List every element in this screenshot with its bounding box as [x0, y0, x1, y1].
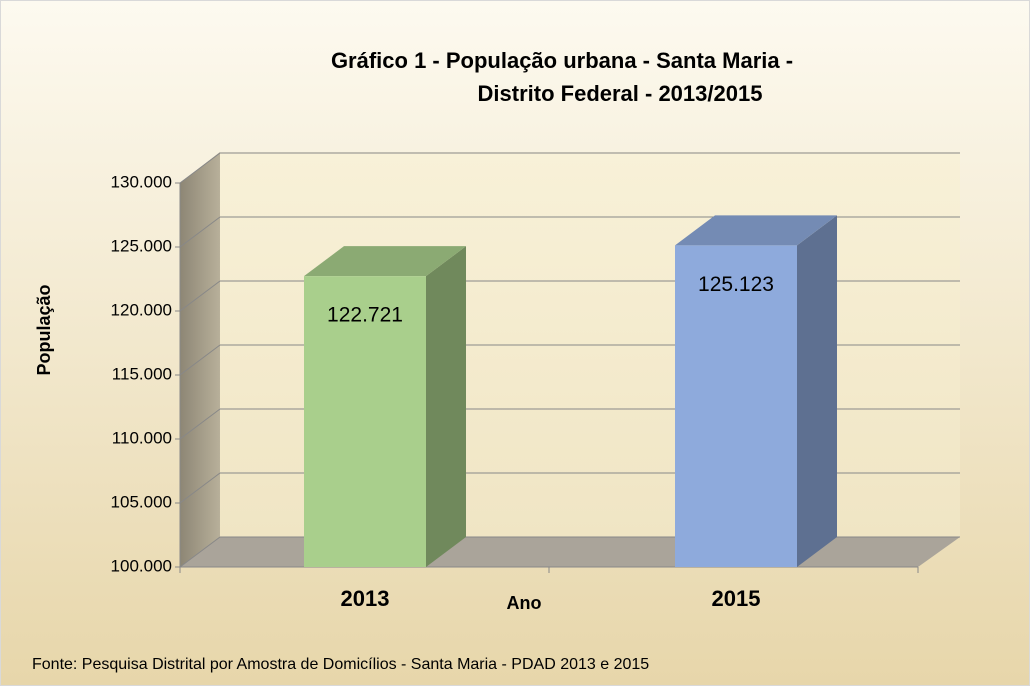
bar — [675, 245, 797, 567]
grid-line — [179, 472, 221, 504]
chart-title: Gráfico 1 - População urbana - Santa Mar… — [331, 48, 793, 73]
y-tick-label: 110.000 — [112, 428, 172, 447]
grid-line — [179, 408, 221, 440]
bar-side — [797, 215, 837, 567]
y-tick-label: 100.000 — [111, 556, 172, 575]
bar-top — [675, 215, 837, 246]
y-tick-label: 115.000 — [112, 364, 172, 383]
grid-line — [179, 152, 221, 184]
grid-line — [179, 216, 221, 248]
x-axis-label: Ano — [507, 593, 542, 613]
x-tick-label: 2013 — [341, 586, 390, 611]
grid-line — [179, 536, 221, 568]
chart-title: Distrito Federal - 2013/2015 — [478, 81, 763, 106]
bar — [304, 276, 426, 567]
source-note: Fonte: Pesquisa Distrital por Amostra de… — [32, 656, 649, 673]
y-tick-label: 120.000 — [111, 300, 172, 319]
data-label: 125.123 — [698, 273, 774, 296]
grid-line — [179, 280, 221, 312]
floor — [180, 537, 960, 567]
y-axis-label: População — [34, 284, 54, 375]
y-tick-label: 125.000 — [111, 236, 172, 255]
x-tick-label: 2015 — [712, 586, 761, 611]
y-tick-label: 130.000 — [111, 172, 172, 191]
bar-side — [426, 246, 466, 567]
data-label: 122.721 — [327, 304, 403, 327]
y-tick-label: 105.000 — [111, 492, 172, 511]
grid-line — [179, 344, 221, 376]
bar-top — [304, 246, 466, 277]
